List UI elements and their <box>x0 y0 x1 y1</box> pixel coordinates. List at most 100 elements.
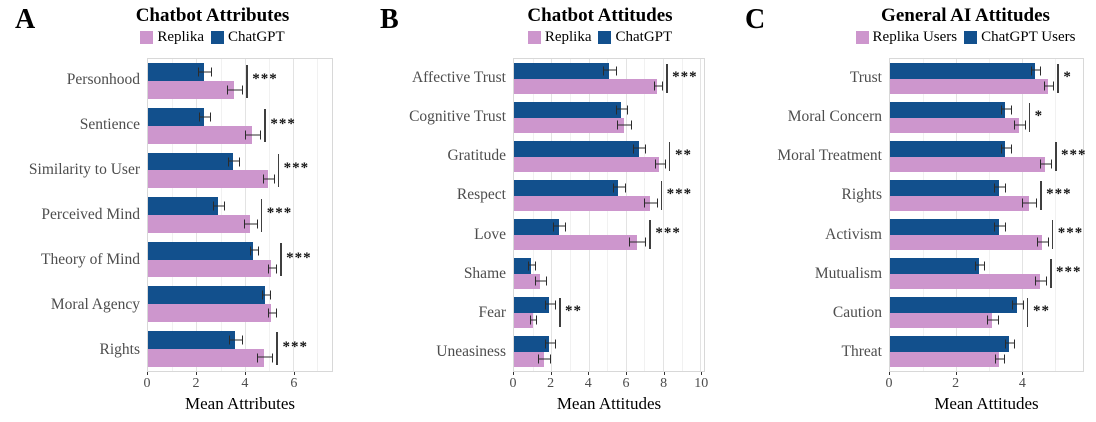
gridlines <box>890 59 1083 371</box>
significance-stars: *** <box>1046 185 1072 202</box>
significance-stars: *** <box>655 224 681 241</box>
significance-line <box>1050 259 1052 288</box>
legend-item: Replika <box>527 29 591 46</box>
category-label: Trust <box>849 68 882 86</box>
bar-line <box>514 351 704 368</box>
bar-chatgpt-users <box>890 296 1018 313</box>
significance-stars: * <box>1034 107 1044 124</box>
bar-replika-users <box>890 156 1046 173</box>
category-row: *** <box>514 176 704 215</box>
bar-pair <box>890 254 1083 293</box>
gridline-major <box>663 59 665 371</box>
bar-pair <box>514 137 704 176</box>
axis-tick-mark <box>550 372 552 375</box>
category-label: Respect <box>456 186 506 204</box>
bar-pair <box>890 59 1083 98</box>
significance-stars: *** <box>1061 146 1087 163</box>
category-row: * <box>890 98 1083 137</box>
bar-line <box>148 170 332 189</box>
bar-line <box>148 348 332 367</box>
panel-title: Chatbot Attitudes <box>527 5 673 26</box>
category-label: Shame <box>463 264 506 282</box>
gridline-major <box>1021 59 1023 371</box>
category-row: *** <box>148 237 332 282</box>
category-row: *** <box>514 59 704 98</box>
legend-swatch-chatgpt-users <box>964 31 978 44</box>
bar-line <box>890 218 1083 235</box>
category-row: *** <box>890 176 1083 215</box>
bar-pair <box>148 104 332 149</box>
bar-replika-users <box>890 351 999 368</box>
legend: Replika Users ChatGPT Users <box>835 29 1096 46</box>
gridlines <box>514 59 704 371</box>
chart-rows: *** *** *** *** *** *** <box>148 59 332 371</box>
axis-tick-mark <box>1022 372 1024 375</box>
bar-chatgpt <box>148 63 204 82</box>
legend-item: Replika <box>140 29 204 46</box>
bar-pair <box>514 98 704 137</box>
significance-line <box>264 109 266 143</box>
axis-tick-label: 2 <box>192 376 200 391</box>
significance-line <box>1040 181 1042 210</box>
category-row: * <box>890 59 1083 98</box>
legend: Replika ChatGPT <box>470 29 730 46</box>
bar-line <box>514 234 704 251</box>
category-label: Activism <box>825 225 882 243</box>
gridline-minor <box>220 59 222 371</box>
bar-line <box>148 197 332 216</box>
gridline-major <box>588 59 590 371</box>
significance-stars: *** <box>270 115 296 132</box>
bar-line <box>514 257 704 274</box>
category-label: Affective Trust <box>411 68 506 86</box>
error-bar <box>1000 105 1013 115</box>
bar-replika <box>148 215 250 233</box>
significance-stars: ** <box>1032 302 1050 319</box>
error-bar <box>1013 120 1026 130</box>
significance-line <box>649 220 651 249</box>
legend-swatch-chatgpt <box>598 31 612 44</box>
error-bar <box>213 201 226 211</box>
bar-pair <box>148 59 332 104</box>
significance-line <box>1057 64 1059 93</box>
category-label: Caution <box>832 304 882 322</box>
error-bar <box>1012 300 1024 310</box>
bar-chatgpt <box>148 286 266 305</box>
category-row: *** <box>890 215 1083 254</box>
bar-chatgpt-users <box>890 335 1009 352</box>
category-row: *** <box>148 193 332 238</box>
significance-stars: ** <box>565 302 583 319</box>
category-row: *** <box>148 59 332 104</box>
bar-line <box>148 63 332 82</box>
bar-chatgpt-users <box>890 101 1006 118</box>
bar-replika-users <box>890 234 1042 251</box>
gridline-minor <box>532 59 534 371</box>
gridline-major <box>955 59 957 371</box>
axis-tick-mark <box>513 372 514 375</box>
bar-chatgpt-users <box>890 140 1006 157</box>
category-label: Fear <box>478 304 506 322</box>
significance-stars: *** <box>283 160 310 177</box>
category-label: Personhood <box>66 71 140 89</box>
panel-letter-c: C <box>745 4 766 35</box>
axis-tick-mark <box>244 372 246 375</box>
bar-replika-users <box>890 195 1029 212</box>
error-bar <box>654 159 666 169</box>
bar-replika <box>148 170 268 189</box>
axis-tick-mark <box>955 372 957 375</box>
panel-header: Chatbot Attributes Replika ChatGPT <box>60 0 365 46</box>
bar-replika <box>148 259 272 278</box>
error-bar <box>617 120 633 130</box>
category-row: *** <box>148 326 332 371</box>
axis-tick-mark <box>889 372 890 375</box>
bar-line <box>890 335 1083 352</box>
significance-stars: *** <box>1057 224 1084 241</box>
x-axis-title: Mean Attitudes <box>556 394 662 413</box>
bar-line <box>890 234 1083 251</box>
error-bar <box>975 261 986 271</box>
error-bar <box>1036 237 1049 247</box>
error-bar <box>1040 159 1052 169</box>
bar-line <box>514 179 704 196</box>
category-row: *** <box>148 148 332 193</box>
bar-chatgpt-users <box>890 218 999 235</box>
